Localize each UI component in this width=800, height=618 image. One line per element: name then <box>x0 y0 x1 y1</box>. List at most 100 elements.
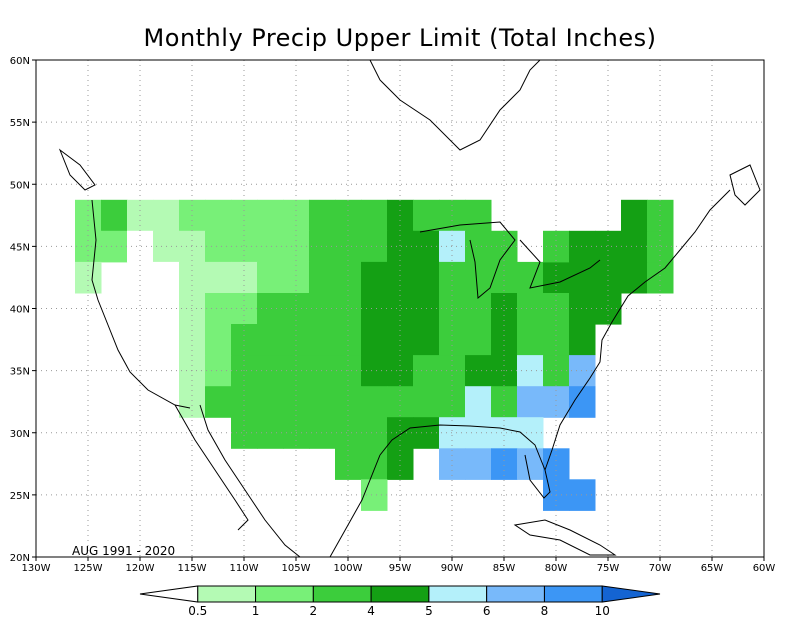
precip-cell <box>517 261 544 294</box>
lon-tick-label: 65W <box>701 563 724 574</box>
colorbar-swatch <box>543 585 603 603</box>
precip-cell <box>491 448 518 480</box>
precip-cell <box>257 199 284 232</box>
precip-cell <box>465 386 492 418</box>
lon-tick-label: 80W <box>545 563 568 574</box>
hudson-bay <box>369 60 541 151</box>
lat-tick-label: 40N <box>10 305 30 316</box>
lon-tick-label: 95W <box>389 563 412 574</box>
lon-tick-label: 60W <box>753 563 776 574</box>
precip-cell <box>231 230 258 263</box>
mexico-gulf-coast <box>329 454 381 557</box>
lat-tick-label: 30N <box>10 429 30 440</box>
precip-cell <box>413 261 440 294</box>
precip-cell <box>569 324 596 356</box>
lat-tick-label: 25N <box>10 491 30 502</box>
precip-cell <box>595 293 622 325</box>
precip-cell <box>283 386 310 418</box>
precip-cell <box>309 199 336 232</box>
precip-cell <box>361 479 388 511</box>
precip-cell <box>257 261 284 294</box>
period-label: AUG 1991 - 2020 <box>72 544 175 558</box>
colorbar-swatch <box>255 585 314 603</box>
colorbar-swatch <box>486 585 545 603</box>
lon-tick-label: 110W <box>230 563 259 574</box>
precip-cell <box>231 386 258 418</box>
precip-cell <box>257 324 284 356</box>
precip-cell <box>335 386 362 418</box>
precip-cell <box>621 199 648 232</box>
axis-ticks: 130W 125W 120W 115W 110W 105W 100W 95W 90W 85W 80W… <box>10 56 776 574</box>
precip-cell <box>309 324 336 356</box>
lon-tick-label: 125W <box>74 563 103 574</box>
precip-cell <box>517 293 544 325</box>
precip-cell <box>309 261 336 294</box>
precip-cell <box>517 386 544 418</box>
precip-cell <box>257 293 284 325</box>
lon-tick-label: 130W <box>22 563 51 574</box>
precip-cell <box>517 448 544 480</box>
precip-cell <box>387 261 414 294</box>
precip-cell <box>543 386 570 418</box>
precip-cell <box>205 324 232 356</box>
colorbar-label: 0.5 <box>188 604 207 618</box>
colorbar-label: 1 <box>252 604 260 618</box>
precip-cell <box>465 261 492 294</box>
precip-cell <box>569 386 596 418</box>
colorbar-swatch <box>601 585 661 603</box>
precip-cell <box>413 386 440 418</box>
colorbar-label: 2 <box>310 604 318 618</box>
precip-cell <box>179 386 206 418</box>
precip-cell <box>335 261 362 294</box>
precip-cell <box>231 293 258 325</box>
colorbar-label: 4 <box>367 604 375 618</box>
precip-cell <box>205 199 232 232</box>
cuba <box>513 519 617 556</box>
precip-cell <box>361 199 388 232</box>
us-east-coast <box>544 189 731 471</box>
precip-cell <box>179 261 206 294</box>
precip-cell <box>491 230 518 263</box>
precip-cell <box>257 386 284 418</box>
vancouver-island <box>58 148 96 191</box>
precip-cell <box>101 199 128 232</box>
precip-cell <box>153 199 180 232</box>
precip-cell <box>465 199 492 232</box>
colorbar: 0.5 1 2 4 5 6 8 10 <box>139 585 661 618</box>
lat-tick-label: 60N <box>10 56 30 67</box>
us-gulf-coast <box>379 424 551 499</box>
precip-cell <box>465 324 492 356</box>
precip-cell <box>465 417 492 449</box>
precip-cell <box>205 293 232 325</box>
lat-tick-label: 20N <box>10 553 30 564</box>
precip-cell <box>361 230 388 263</box>
newfoundland <box>729 164 761 206</box>
precip-cell <box>257 417 284 449</box>
map-frame <box>35 59 765 558</box>
colorbar-label: 8 <box>541 604 549 618</box>
colorbar-swatch <box>197 585 257 603</box>
map-title: Monthly Precip Upper Limit (Total Inches… <box>143 24 657 52</box>
precip-cell <box>153 261 180 294</box>
precip-cell <box>283 261 310 294</box>
precip-cell <box>335 448 362 480</box>
lon-tick-label: 120W <box>126 563 155 574</box>
lat-tick-label: 45N <box>10 242 30 253</box>
precip-cell <box>205 355 232 387</box>
precip-cell <box>413 199 440 232</box>
precip-cell <box>517 324 544 356</box>
precip-cell <box>491 417 518 449</box>
precip-cell <box>439 448 466 480</box>
precip-cell <box>361 386 388 418</box>
precip-cell <box>465 230 492 263</box>
precip-cell <box>465 448 492 480</box>
precip-cell <box>361 261 388 294</box>
precip-cell <box>257 355 284 387</box>
lon-tick-label: 105W <box>282 563 311 574</box>
colorbar-label: 6 <box>483 604 491 618</box>
precip-cell <box>101 230 128 263</box>
precip-cell <box>75 261 102 294</box>
great-lakes <box>419 221 601 299</box>
precip-cell <box>75 230 102 263</box>
colorbar-swatch <box>428 585 488 603</box>
